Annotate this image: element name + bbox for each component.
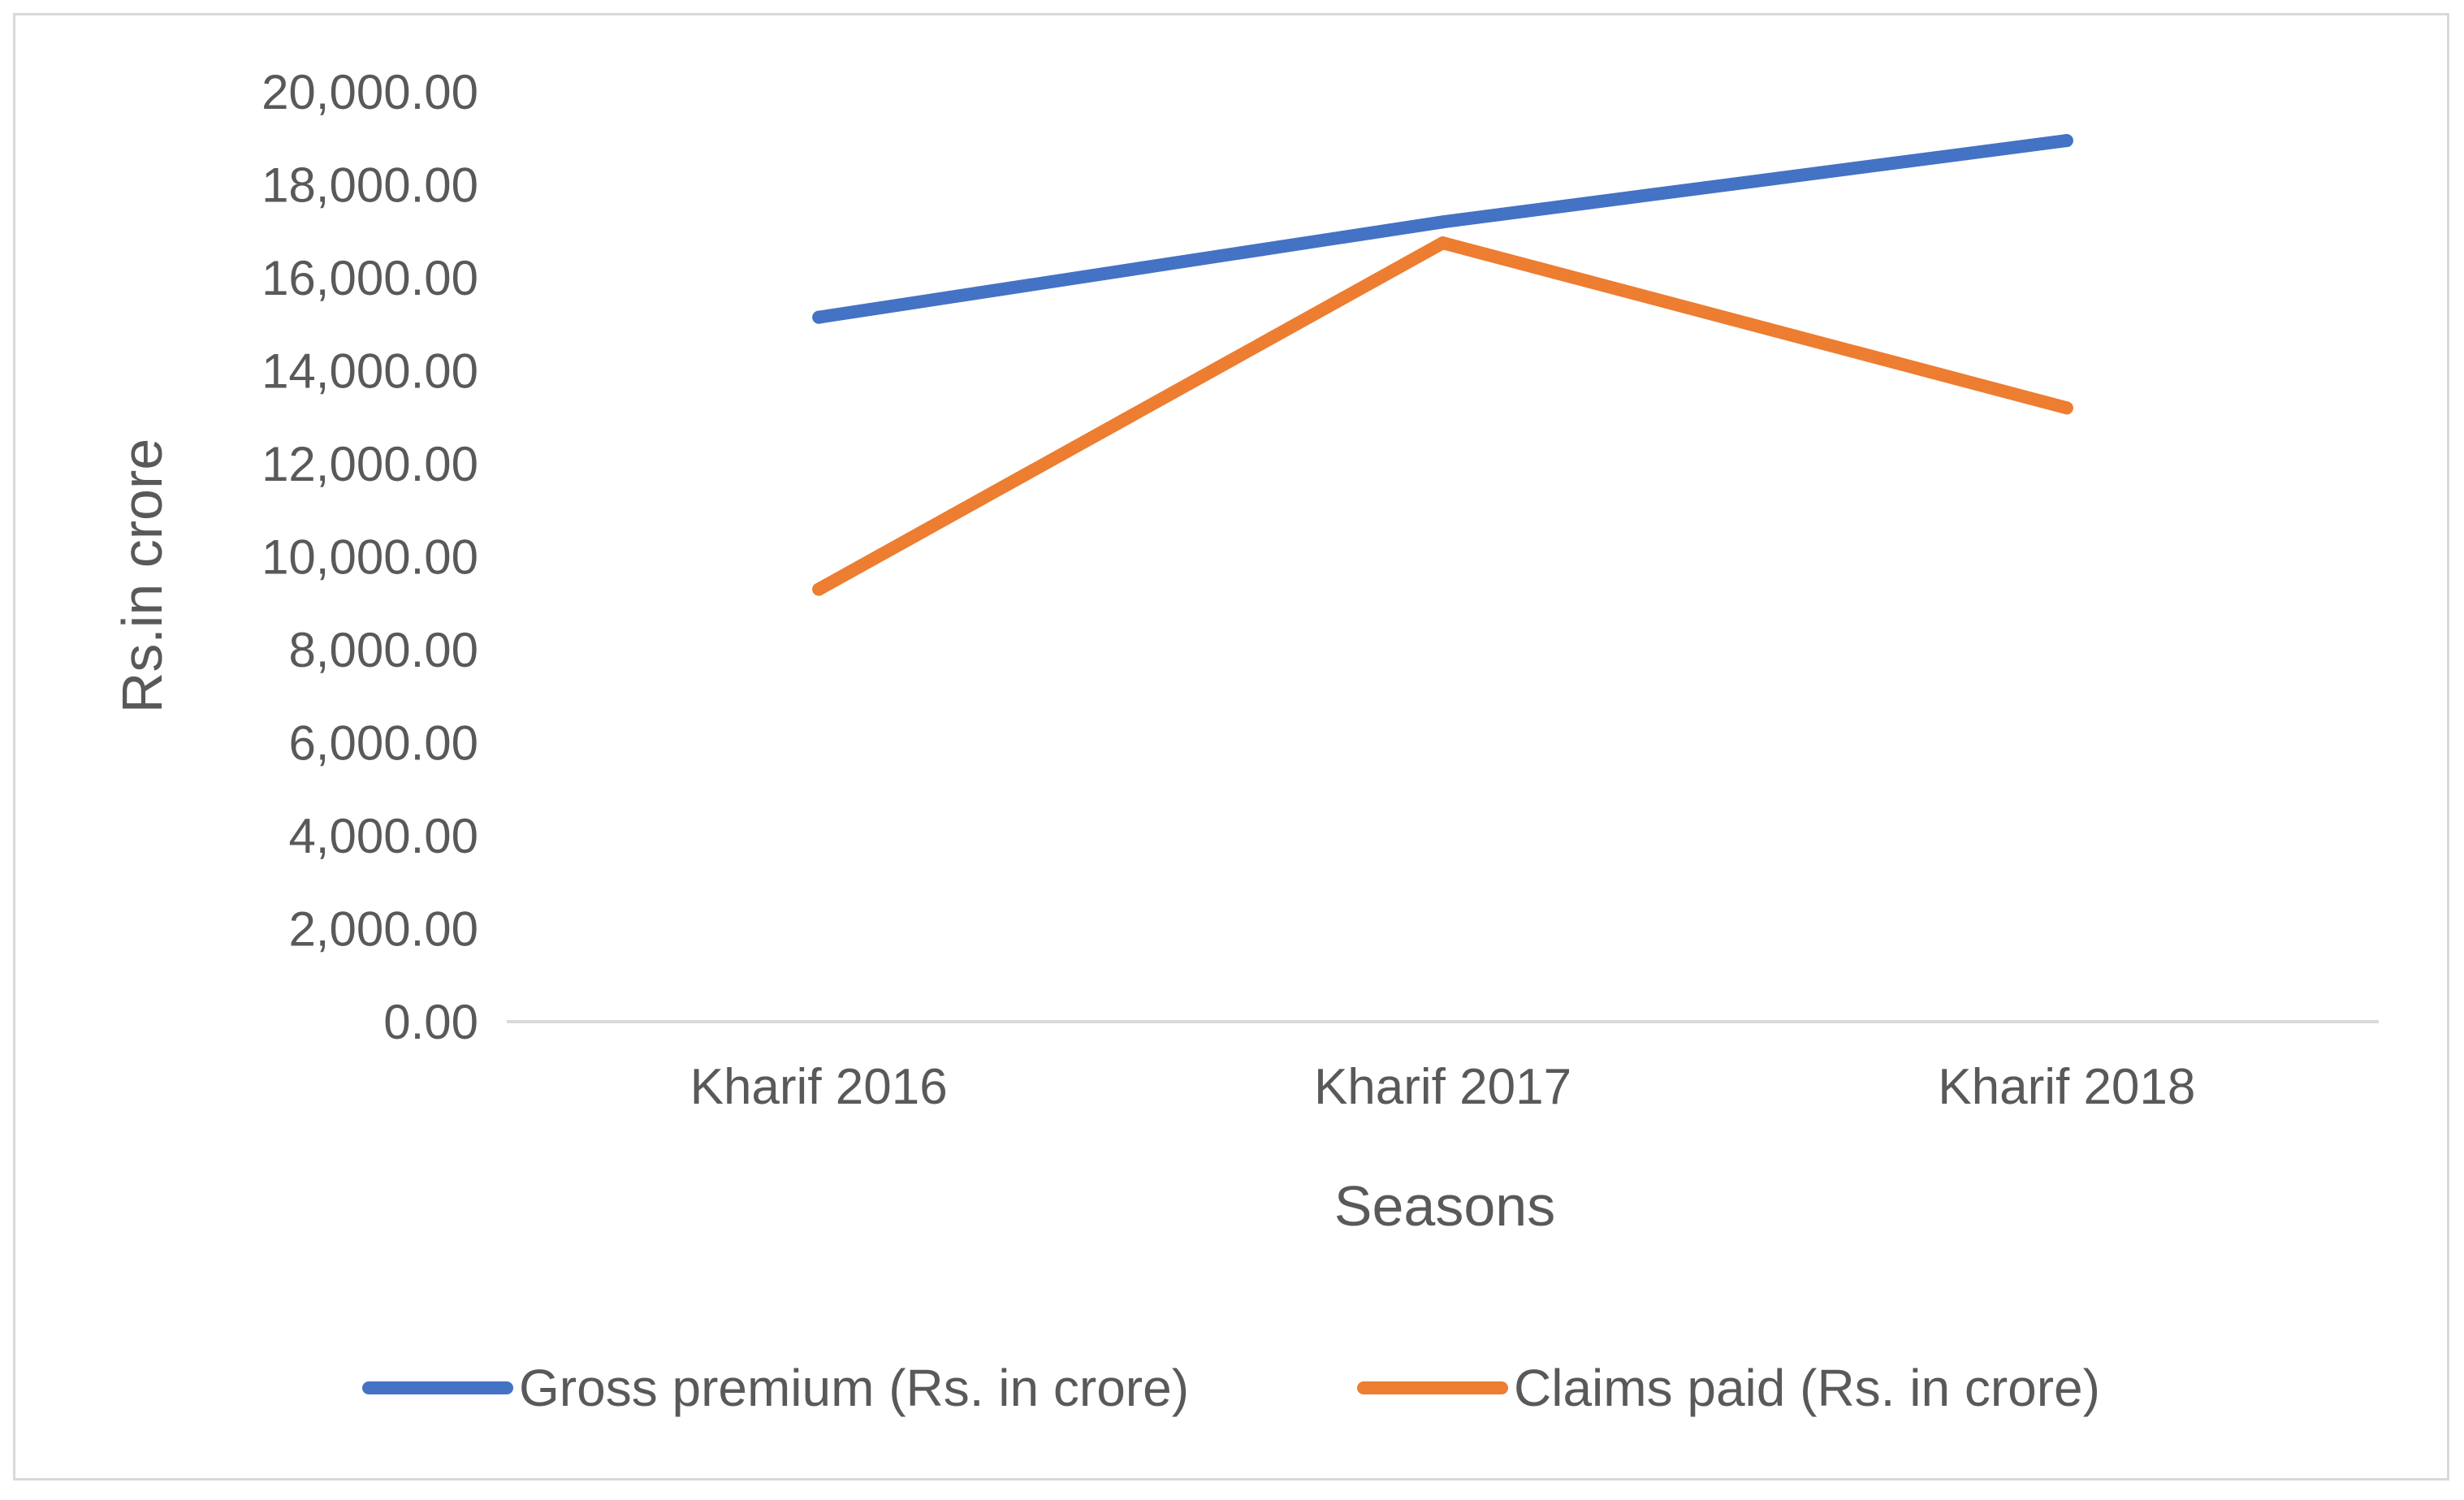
y-axis-title: Rs.in crore bbox=[110, 439, 174, 713]
x-tick-label: Kharif 2016 bbox=[690, 1059, 948, 1115]
x-axis-ticks: Kharif 2016 Kharif 2017 Kharif 2018 bbox=[690, 1059, 2196, 1115]
y-tick-label: 4,000.00 bbox=[288, 809, 478, 863]
y-tick-label: 18,000.00 bbox=[262, 158, 478, 213]
data-point bbox=[812, 310, 826, 324]
data-point bbox=[2060, 401, 2073, 415]
series-line-1 bbox=[812, 134, 2073, 324]
y-tick-label: 8,000.00 bbox=[288, 623, 478, 677]
legend: Gross premium (Rs. in crore) Claims paid … bbox=[362, 1359, 2100, 1417]
y-tick-label: 20,000.00 bbox=[262, 65, 478, 119]
x-axis-title: Seasons bbox=[1334, 1174, 1555, 1238]
data-point bbox=[1436, 215, 1450, 229]
x-tick-label: Kharif 2017 bbox=[1314, 1059, 1571, 1115]
x-tick-label: Kharif 2018 bbox=[1938, 1059, 2195, 1115]
y-tick-label: 2,000.00 bbox=[288, 902, 478, 957]
data-point bbox=[812, 582, 826, 596]
line-chart: 0.00 2,000.00 4,000.00 6,000.00 8,000.00 10,0… bbox=[110, 65, 2379, 1417]
data-point bbox=[1436, 236, 1450, 250]
chart-area: 0.00 2,000.00 4,000.00 6,000.00 8,000.00 10,0… bbox=[13, 13, 2449, 1481]
legend-label: Gross premium (Rs. in crore) bbox=[519, 1359, 1189, 1417]
y-tick-label: 14,000.00 bbox=[262, 344, 478, 399]
y-tick-label: 10,000.00 bbox=[262, 530, 478, 585]
y-tick-label: 12,000.00 bbox=[262, 437, 478, 491]
series-lines bbox=[812, 134, 2073, 596]
data-point bbox=[2060, 134, 2073, 148]
y-tick-label: 0.00 bbox=[383, 995, 478, 1049]
y-axis-ticks: 0.00 2,000.00 4,000.00 6,000.00 8,000.00 10,0… bbox=[262, 65, 478, 1049]
y-tick-label: 6,000.00 bbox=[288, 716, 478, 771]
legend-label: Claims paid (Rs. in crore) bbox=[1514, 1359, 2100, 1417]
y-tick-label: 16,000.00 bbox=[262, 251, 478, 305]
